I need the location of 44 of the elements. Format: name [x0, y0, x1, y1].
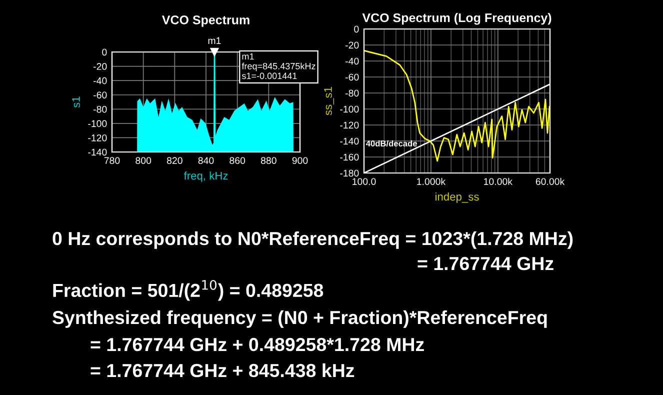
annotation: m1 freq=845.4375kHz s1=-0.001441 — [242, 53, 316, 80]
text: Fraction = 501/(2$^{10}$) = 0.489258 — [53, 280, 324, 301]
x-axis-title: indep_ss — [436, 192, 479, 203]
x-tick-label: 10.00k — [484, 178, 513, 185]
x-axis-title: freq, kHz — [184, 171, 228, 182]
y-tick-label: 0 — [354, 26, 359, 33]
y-tick-label: -60 — [346, 74, 359, 81]
y-tick-label: -60 — [94, 92, 107, 98]
text: = 1.767744 GHz — [418, 256, 554, 270]
y-axis-title: ss_s1 — [324, 87, 334, 116]
y-tick-label: -20 — [346, 42, 359, 49]
text: m1 — [208, 37, 221, 44]
x-tick-label: 60.00k — [536, 178, 565, 185]
y-tick-label: -40 — [346, 58, 359, 65]
x-tick-label: 900 — [292, 157, 308, 164]
y-tick-label: 0 — [102, 48, 107, 56]
text: = 1.767744 GHz + 0.489258*1.728 MHz — [90, 338, 424, 352]
x-tick-label: 1.000k — [417, 178, 446, 185]
y-tick-label: -100 — [88, 120, 107, 128]
annotation: 40dB/decade — [366, 140, 417, 147]
x-tick-label: 820 — [166, 157, 182, 164]
chart-title: VCO Spectrum (Log Frequency) — [362, 12, 552, 25]
y-axis-title: s1 — [72, 96, 80, 108]
y-tick-label: -120 — [88, 134, 107, 142]
text: 0 Hz corresponds to N0*ReferenceFreq = 1023*(1.728 MHz) — [52, 231, 573, 249]
y-tick-label: -160 — [340, 154, 359, 161]
text: = 1.767744 GHz + 845.438 kHz — [90, 363, 354, 378]
y-tick-label: -40 — [94, 77, 107, 84]
chart-title: VCO Spectrum — [162, 15, 250, 27]
x-tick-label: 800 — [136, 157, 152, 164]
y-tick-label: -80 — [94, 106, 107, 113]
y-tick-label: -20 — [94, 63, 107, 70]
y-tick-label: -120 — [340, 122, 359, 129]
y-tick-label: -140 — [88, 148, 107, 156]
x-tick-label: 860 — [230, 157, 246, 164]
x-tick-label: 780 — [104, 157, 120, 164]
text: Synthesized frequency = (N0 + Fraction)*ReferenceFreq — [52, 310, 547, 328]
y-tick-label: -100 — [340, 106, 359, 113]
x-tick-label: 100.0 — [352, 178, 376, 185]
x-tick-label: 880 — [260, 157, 276, 164]
x-tick-label: 840 — [198, 157, 214, 164]
y-tick-label: -140 — [340, 138, 359, 145]
y-tick-label: -80 — [346, 90, 359, 97]
y-tick-label: -180 — [340, 170, 359, 177]
